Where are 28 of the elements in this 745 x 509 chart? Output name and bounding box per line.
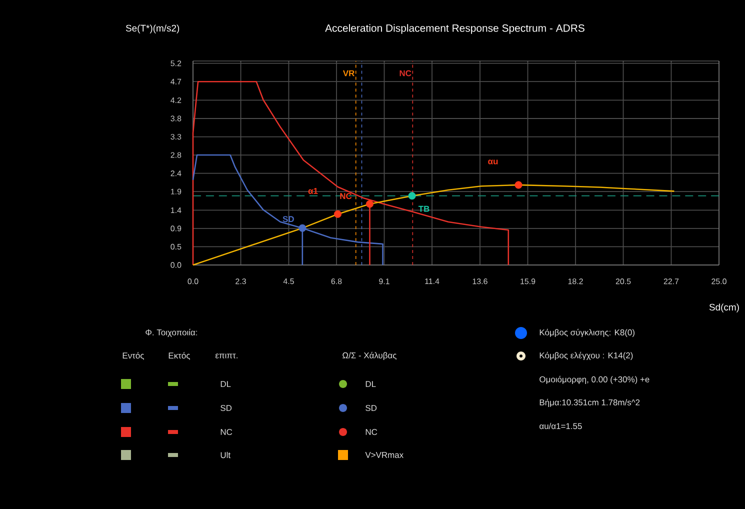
text: επιπτ. bbox=[216, 354, 238, 358]
text: V>VRmax bbox=[365, 452, 404, 458]
text: Κόμβος σύγκλισης: K8(0) bbox=[540, 328, 634, 338]
text: SD bbox=[366, 405, 377, 411]
annotation: α1 bbox=[308, 188, 318, 194]
text: αu/α1=1.55 bbox=[540, 422, 582, 430]
text: DL bbox=[220, 381, 231, 387]
text: Ω/Σ - Χάλυβας bbox=[342, 352, 396, 360]
ref-line-label: VR bbox=[342, 70, 354, 76]
annotation: TB bbox=[418, 206, 430, 212]
annotation: NC bbox=[340, 193, 352, 200]
text: Εντός bbox=[122, 352, 144, 360]
text: SD bbox=[220, 405, 232, 411]
text: NC bbox=[220, 429, 232, 435]
x-axis-title: Sd(cm) bbox=[709, 304, 739, 312]
ref-line-label: NC bbox=[400, 70, 412, 76]
text: NC bbox=[366, 429, 378, 435]
text: Κόμβος ελέγχου : K14(2) bbox=[540, 352, 633, 360]
text: Εκτός bbox=[168, 352, 190, 360]
text: Ομοιόμορφη, 0.00 (+30%) +e bbox=[540, 376, 650, 384]
text: DL bbox=[366, 381, 376, 387]
annotation: SD bbox=[282, 216, 294, 222]
annotation: αu bbox=[488, 160, 498, 164]
y-axis-title: Se(T*)(m/s2) bbox=[126, 24, 180, 34]
text: Ult bbox=[220, 452, 230, 458]
text: Φ. Τοιχοποιία: bbox=[146, 328, 197, 338]
chart-title: Acceleration Displacement Response Spectrum - ADRS bbox=[325, 24, 584, 34]
text: Βήμα:10.351cm 1.78m/s^2 bbox=[540, 398, 640, 408]
